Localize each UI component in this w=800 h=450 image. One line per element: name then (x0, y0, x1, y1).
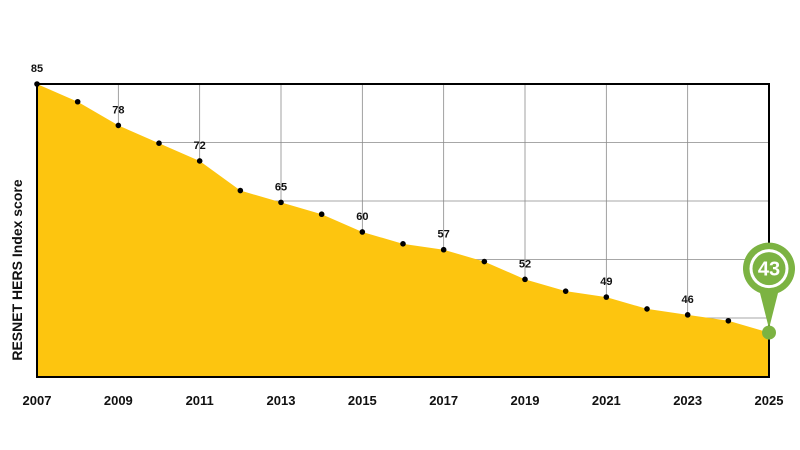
highlight-point (762, 325, 776, 340)
x-tick-label: 2021 (592, 393, 621, 408)
x-tick-label: 2025 (755, 393, 784, 408)
data-point (481, 258, 488, 265)
x-tick-label: 2007 (23, 393, 52, 408)
data-point (359, 229, 366, 235)
data-label: 49 (600, 276, 612, 288)
highlight-value-label: 43 (758, 259, 780, 281)
x-tick-label: 2015 (348, 393, 377, 408)
pin-center (752, 252, 786, 286)
data-label: 78 (112, 104, 124, 116)
data-point (156, 140, 162, 146)
x-tick-label: 2011 (186, 393, 214, 408)
highlight-pin: 43 (742, 242, 796, 340)
data-point (34, 81, 40, 87)
x-tick-label: 2023 (673, 393, 702, 408)
data-point (725, 317, 732, 324)
data-point (237, 187, 244, 194)
data-point (400, 241, 406, 247)
data-point (644, 306, 650, 312)
data-point (603, 294, 610, 300)
data-label: 57 (438, 229, 450, 241)
x-tick-label: 2013 (267, 393, 296, 408)
data-label: 52 (519, 258, 531, 270)
x-tick-label: 2017 (429, 393, 458, 408)
data-label: 65 (275, 181, 287, 193)
x-tick-labels: 2007 2009 2011 2013 2015 2017 2019 2021 2023 2025 (23, 393, 784, 408)
data-point (196, 158, 203, 164)
y-axis-label: RESNET HERS Index score (9, 179, 25, 360)
x-tick-label: 2019 (511, 393, 540, 408)
data-point (522, 276, 528, 283)
data-labels: 85 78 72 65 60 57 52 49 46 (31, 63, 694, 306)
data-point (562, 288, 569, 294)
area-fill (37, 84, 769, 377)
data-point (684, 312, 691, 318)
data-point (278, 199, 284, 206)
data-label: 72 (194, 140, 206, 152)
data-point (440, 246, 447, 253)
plot-frame (36, 83, 770, 378)
data-point (115, 122, 122, 129)
data-point (74, 98, 81, 105)
data-markers (34, 81, 732, 324)
data-label: 60 (356, 211, 368, 223)
data-label: 85 (31, 63, 43, 75)
data-label: 46 (682, 294, 694, 306)
x-tick-label: 2009 (104, 393, 133, 408)
data-point (318, 211, 325, 218)
